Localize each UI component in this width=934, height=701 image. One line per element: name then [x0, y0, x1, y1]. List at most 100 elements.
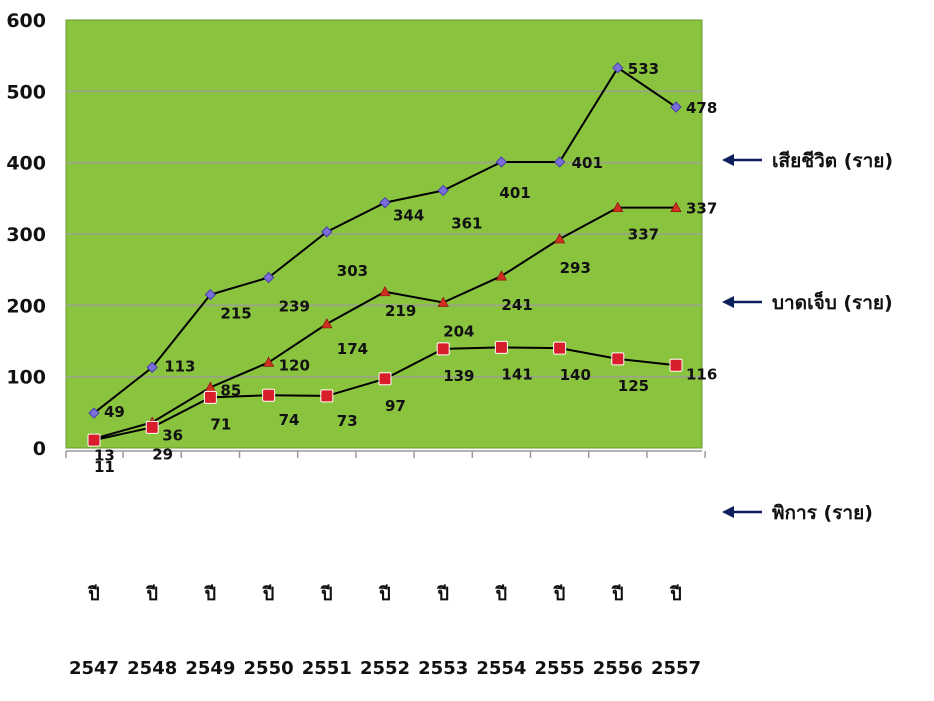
- series-1-data-label-2: 85: [220, 381, 241, 399]
- series-1-point-6: [437, 296, 449, 307]
- series-2-data-label-8: 140: [560, 366, 591, 384]
- legend-arrow-head-0: [722, 154, 734, 166]
- series-0-data-label-5: 344: [393, 207, 424, 225]
- series-2-point-8: [553, 341, 567, 355]
- x-tick-label-line1-8: ปี: [553, 584, 566, 605]
- series-2-data-label-0: 11: [94, 458, 115, 476]
- series-0-point-8: [553, 156, 566, 168]
- series-1-point-4: [321, 318, 333, 329]
- x-tick-label-line2-2: 2549: [185, 658, 235, 679]
- series-1-data-label-6: 204: [443, 322, 474, 340]
- series-2-point-5: [378, 372, 392, 386]
- series-1-data-label-8: 293: [560, 259, 591, 277]
- legend-label-1: บาดเจ็บ (ราย): [772, 290, 893, 314]
- x-tick-label-line2-10: 2557: [651, 658, 701, 679]
- y-tick-label-600: 600: [6, 10, 46, 32]
- series-2-data-label-10: 116: [686, 365, 717, 383]
- series-1-point-5: [379, 285, 391, 297]
- x-tick-label-line1-10: ปี: [669, 584, 682, 605]
- series-1-point-3: [262, 356, 275, 367]
- series-0-point-2: [204, 288, 217, 301]
- series-2-point-2: [203, 390, 217, 404]
- series-0-data-label-6: 361: [451, 214, 482, 232]
- series-2-data-label-5: 97: [385, 397, 406, 415]
- x-tick-label-line2-3: 2550: [244, 658, 294, 679]
- series-0-point-3: [262, 271, 275, 284]
- series-0-data-label-0: 49: [104, 403, 125, 421]
- series-2-point-7: [494, 340, 508, 354]
- series-2-point-10: [669, 358, 683, 372]
- series-1-data-label-1: 36: [162, 426, 183, 444]
- x-tick-label-line1-0: ปี: [87, 584, 100, 605]
- series-0-data-label-10: 478: [686, 99, 717, 117]
- series-1-data-label-4: 174: [337, 340, 368, 358]
- x-tick-label-line1-9: ปี: [611, 584, 624, 605]
- data-labels: 49 113 215 239 303 344 361 401 401 533 478 13 36 85 12…: [94, 60, 717, 476]
- series-0-point-7: [495, 156, 508, 168]
- y-tick-label-400: 400: [6, 153, 46, 175]
- series-1-data-label-5: 219: [385, 302, 416, 320]
- series-0-point-0: [88, 407, 100, 419]
- x-tick-label-line1-5: ปี: [378, 584, 391, 605]
- series-0-data-label-4: 303: [337, 262, 368, 280]
- y-tick-label-100: 100: [6, 367, 46, 389]
- series-0-point-4: [321, 226, 333, 238]
- series-0-point-5: [379, 196, 391, 209]
- series-2-point-6: [436, 342, 450, 356]
- y-tick-label-200: 200: [6, 295, 46, 317]
- series-0-point-9: [612, 62, 624, 74]
- x-tick-label-line2-9: 2556: [593, 658, 643, 679]
- series-1-point-9: [612, 201, 624, 213]
- series-0-point-1: [146, 361, 158, 374]
- x-tick-label-line2-5: 2552: [360, 658, 410, 679]
- x-tick-label-line2-6: 2553: [418, 658, 468, 679]
- series-0-data-label-8: 401: [572, 154, 603, 172]
- x-tick-label-line1-3: ปี: [262, 584, 275, 605]
- series-1-data-label-9: 337: [628, 226, 659, 244]
- series-2-data-label-4: 73: [337, 412, 358, 430]
- series-0-data-label-9: 533: [628, 60, 659, 78]
- series-2-point-3: [262, 388, 276, 402]
- x-tick-label-line1-2: ปี: [203, 584, 216, 605]
- series-2-data-label-3: 74: [279, 411, 300, 429]
- series-1-data-label-0: 13: [94, 447, 115, 465]
- legend-arrow-head-1: [722, 296, 734, 308]
- legend-label-0: เสียชีวิต (ราย): [772, 150, 893, 172]
- series-0-data-label-3: 239: [279, 298, 310, 316]
- series-2-point-1: [145, 420, 159, 434]
- series-2-point-9: [611, 352, 625, 366]
- series-2-data-label-2: 71: [210, 415, 231, 433]
- series-1-point-7: [495, 270, 508, 281]
- x-axis: ปี 2547 ปี 2548 ปี 2549 ปี 2550 ปี 2551 ปี 2552 ปี 25…: [65, 450, 706, 679]
- series-2-data-label-7: 141: [501, 365, 532, 383]
- series-markers: [87, 62, 683, 447]
- y-axis: 0 100 200 300 400 500 600: [6, 10, 46, 460]
- legend: เสียชีวิต (ราย) บาดเจ็บ (ราย) พิการ (ราย): [722, 150, 893, 524]
- series-0-data-label-7: 401: [499, 184, 530, 202]
- series-1-point-8: [553, 233, 566, 244]
- series-0-data-label-1: 113: [164, 357, 195, 375]
- x-tick-label-line2-7: 2554: [476, 658, 526, 679]
- x-tick-label-line1-4: ปี: [320, 584, 333, 605]
- series-1-data-label-10: 337: [686, 200, 717, 218]
- series-1-data-label-3: 120: [279, 356, 310, 374]
- x-tick-label-line1-7: ปี: [494, 584, 507, 605]
- y-tick-label-500: 500: [6, 81, 46, 103]
- x-tick-label-line2-4: 2551: [302, 658, 352, 679]
- x-tick-label-line1-1: ปี: [145, 584, 158, 605]
- series-0-data-label-2: 215: [220, 305, 251, 323]
- x-tick-label-line2-8: 2555: [535, 658, 585, 679]
- series-2-data-label-9: 125: [618, 377, 649, 395]
- x-tick-label-line2-0: 2547: [69, 658, 119, 679]
- series-0-point-6: [437, 184, 449, 197]
- series-1-point-10: [670, 201, 682, 213]
- x-tick-label-line1-6: ปี: [436, 584, 449, 605]
- x-tick-label-line2-1: 2548: [127, 658, 177, 679]
- y-tick-label-300: 300: [6, 224, 46, 246]
- series-2-data-label-1: 29: [152, 445, 173, 463]
- y-tick-label-0: 0: [33, 438, 46, 460]
- series-2-point-4: [320, 389, 334, 403]
- legend-label-2: พิการ (ราย): [772, 502, 873, 524]
- legend-arrow-head-2: [722, 506, 734, 518]
